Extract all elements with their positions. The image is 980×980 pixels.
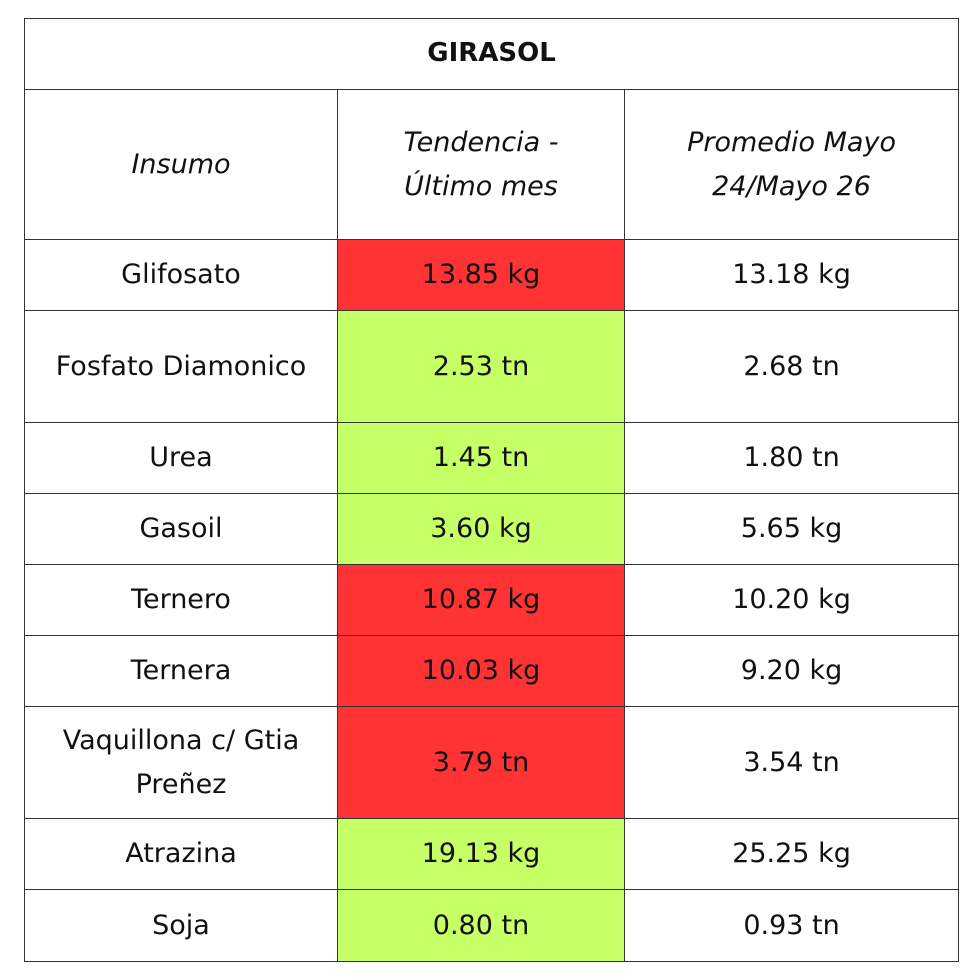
header-cell: Promedio Mayo 24/Mayo 26 [623,89,960,240]
data-row: Vaquillona c/ Gtia Preñez 3.79 tn 3.54 tn [24,706,960,819]
table-title: GIRASOL [23,18,960,90]
header-row: Insumo Tendencia - Último mes Promedio M… [24,89,960,240]
table-body: GIRASOL Insumo Tendencia - Último mes Pr… [23,18,960,962]
insumo-cell: Fosfato Diamonico [24,310,338,423]
tendencia-cell: 13.85 kg [337,239,625,311]
tendencia-cell: 2.53 tn [337,310,625,423]
data-row: Ternero 10.87 kg 10.20 kg [24,564,960,636]
promedio-cell: 0.93 tn [623,889,960,962]
insumo-cell: Soja [24,889,338,962]
tendencia-cell: 10.03 kg [337,635,625,707]
promedio-cell: 1.80 tn [623,422,960,494]
tendencia-cell: 0.80 tn [337,889,625,962]
header-cell: Insumo [24,89,338,240]
data-row: Gasoil 3.60 kg 5.65 kg [24,493,960,565]
tendencia-cell: 3.79 tn [337,706,625,819]
data-row: Ternera 10.03 kg 9.20 kg [24,635,960,707]
title-row: GIRASOL [23,18,960,90]
promedio-cell: 2.68 tn [623,310,960,423]
data-row: Glifosato 13.85 kg 13.18 kg [24,239,960,311]
promedio-cell: 25.25 kg [623,818,960,890]
data-row: Urea 1.45 tn 1.80 tn [24,422,960,494]
insumo-cell: Ternera [24,635,338,707]
promedio-cell: 3.54 tn [623,706,960,819]
data-row: Fosfato Diamonico 2.53 tn 2.68 tn [24,310,960,423]
promedio-cell: 5.65 kg [623,493,960,565]
promedio-cell: 10.20 kg [623,564,960,636]
insumo-cell: Vaquillona c/ Gtia Preñez [24,706,338,819]
insumo-cell: Ternero [24,564,338,636]
tendencia-cell: 19.13 kg [337,818,625,890]
tendencia-cell: 3.60 kg [337,493,625,565]
tendencia-cell: 1.45 tn [337,422,625,494]
insumo-cell: Atrazina [24,818,338,890]
insumo-cell: Gasoil [24,493,338,565]
data-row: Atrazina 19.13 kg 25.25 kg [24,818,960,890]
tendencia-cell: 10.87 kg [337,564,625,636]
header-cell: Tendencia - Último mes [337,89,625,240]
price-table: GIRASOL Insumo Tendencia - Último mes Pr… [23,18,960,962]
insumo-cell: Glifosato [24,239,338,311]
data-row: Soja 0.80 tn 0.93 tn [24,889,960,962]
promedio-cell: 9.20 kg [623,635,960,707]
insumo-cell: Urea [24,422,338,494]
promedio-cell: 13.18 kg [623,239,960,311]
